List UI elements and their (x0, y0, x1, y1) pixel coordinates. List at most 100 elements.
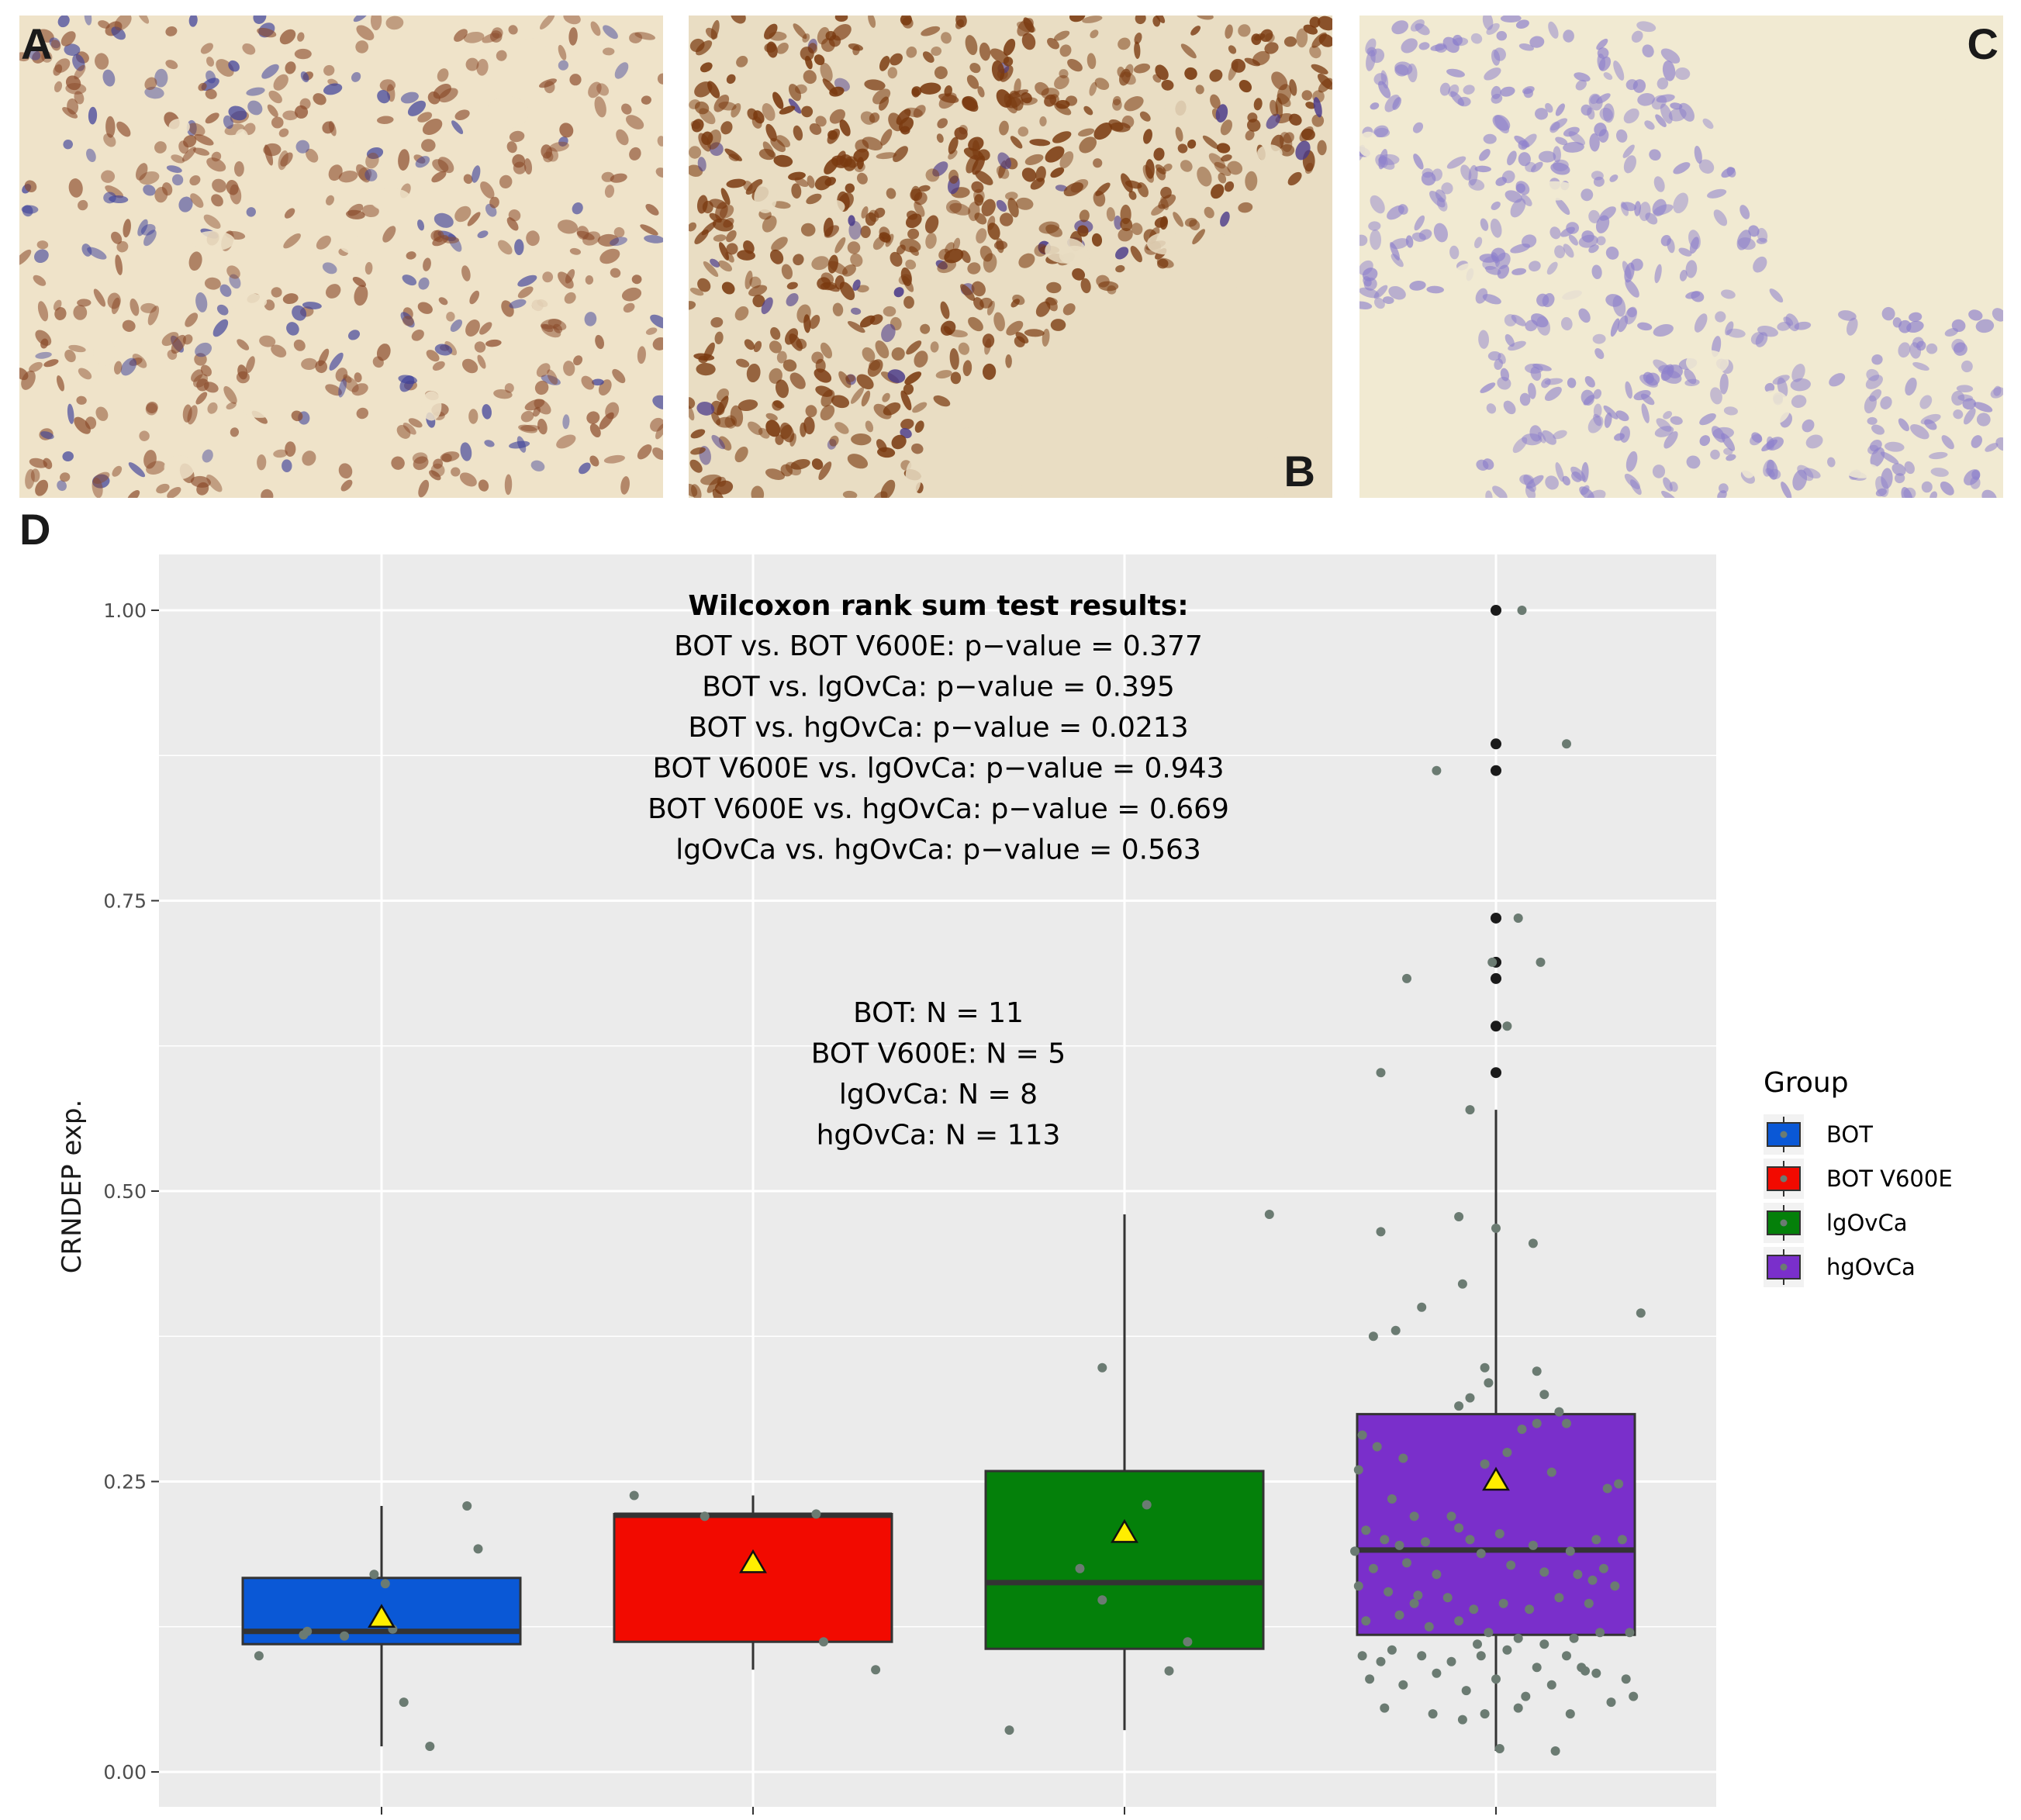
jitter-point (1442, 1593, 1453, 1603)
panel-label-d: D (19, 505, 51, 554)
box-lgovca (984, 1214, 1265, 1731)
panel-label-c: C (1967, 19, 1999, 68)
jitter-point (1562, 1418, 1571, 1428)
jitter-point (1513, 1703, 1523, 1713)
jitter-point (1532, 1418, 1542, 1428)
y-tick-label: 0.75 (103, 890, 147, 913)
jitter-point (1565, 1709, 1575, 1719)
jitter-point (1532, 1366, 1542, 1376)
jitter-point (1465, 1105, 1475, 1115)
legend-swatch (1767, 1166, 1801, 1191)
outlier-point (1491, 738, 1501, 750)
jitter-point (1595, 1628, 1605, 1638)
jitter-point (1517, 606, 1527, 615)
legend-swatch (1767, 1255, 1801, 1280)
box-hgovca (1356, 605, 1636, 1752)
sample-size-line: BOT: N = 11 (853, 997, 1024, 1029)
jitter-point (1004, 1725, 1014, 1735)
legend-point (1780, 1131, 1788, 1138)
panel-label-b: B (1283, 447, 1315, 496)
jitter-point (473, 1544, 483, 1554)
jitter-point (1480, 1459, 1490, 1469)
jitter-point (1562, 739, 1571, 749)
jitter-point (1409, 1598, 1419, 1608)
jitter-point (1480, 1362, 1490, 1373)
jitter-point (1606, 1697, 1616, 1708)
jitter-point (425, 1742, 435, 1751)
y-tick-label: 0.50 (103, 1180, 147, 1203)
jitter-point (1584, 1598, 1594, 1608)
jitter-point (811, 1509, 821, 1519)
jitter-point (1528, 1540, 1538, 1550)
jitter-point (1539, 1639, 1549, 1649)
annotation-block: Wilcoxon rank sum test results: BOT vs. … (648, 590, 1229, 1152)
jitter-point (629, 1490, 639, 1501)
jitter-point (1353, 1581, 1363, 1591)
jitter-point (1357, 1430, 1367, 1440)
jitter-point (1454, 1616, 1464, 1626)
y-axis-ticks: 0.00 0.25 0.50 0.75 1.00 (103, 599, 1497, 1815)
sample-size-line: lgOvCa: N = 8 (839, 1079, 1038, 1110)
jitter-point (254, 1651, 264, 1661)
jitter-point (1424, 1621, 1434, 1632)
legend-swatch (1767, 1210, 1801, 1235)
jitter-point (1391, 1325, 1401, 1335)
legend-swatch (1767, 1122, 1801, 1147)
jitter-point (1513, 1633, 1523, 1643)
jitter-point (1629, 1691, 1639, 1701)
jitter-point (1539, 1567, 1549, 1577)
jitter-point (1380, 1535, 1390, 1545)
jitter-point (700, 1511, 710, 1521)
jitter-point (1465, 1535, 1475, 1545)
jitter-point (1461, 1686, 1471, 1696)
jitter-point (1409, 1511, 1419, 1521)
pvalue-line: BOT V600E vs. lgOvCa: p−value = 0.943 (652, 753, 1224, 785)
tissue-image-b (689, 16, 1332, 498)
jitter-point (1469, 1604, 1479, 1615)
jitter-point (1476, 1549, 1486, 1559)
jitter-point (1484, 1628, 1494, 1638)
jitter-point (1264, 1210, 1274, 1219)
jitter-point (1569, 1633, 1579, 1643)
jitter-point (1554, 1593, 1564, 1603)
jitter-point (1577, 1663, 1587, 1673)
jitter-point (388, 1624, 398, 1634)
outlier-point (1491, 765, 1501, 776)
legend-key-bg (1764, 1203, 1804, 1243)
jitter-point (1446, 1656, 1456, 1666)
jitter-point (1521, 1691, 1531, 1701)
jitter-point (1573, 1570, 1583, 1580)
jitter-point (1454, 1401, 1464, 1411)
jitter-point (1536, 957, 1546, 967)
mean-marker (1111, 1518, 1138, 1543)
jitter-point (1446, 1511, 1456, 1521)
jitter-point (1394, 1610, 1404, 1620)
box-iqr (613, 1512, 893, 1643)
jitter-point (1361, 1525, 1371, 1535)
jitter-point (1183, 1637, 1193, 1647)
panel-c-micrograph: C (1359, 16, 2003, 498)
mean-marker (368, 1604, 396, 1628)
box-iqr (1356, 1413, 1636, 1636)
jitter-point (1350, 1546, 1359, 1556)
outlier-point (1491, 1021, 1501, 1032)
jitter-point (1432, 1668, 1442, 1678)
jitter-point (1591, 1535, 1601, 1545)
jitter-point (1602, 1483, 1612, 1494)
panel-label-a: A (21, 19, 53, 68)
jitter-point (1581, 1666, 1590, 1676)
jitter-point (302, 1626, 313, 1636)
jitter-point (1380, 1703, 1390, 1713)
jitter-point (1525, 1604, 1535, 1615)
jitter-point (1361, 1616, 1371, 1626)
y-tick-label: 0.25 (103, 1471, 147, 1494)
jitter-point (1473, 1639, 1482, 1649)
jitter-point (1097, 1362, 1107, 1373)
jitter-point (1368, 1563, 1378, 1573)
jitter-point (1398, 1453, 1408, 1463)
pvalue-line: BOT vs. BOT V600E: p−value = 0.377 (674, 630, 1203, 662)
jitter-point (1428, 1709, 1438, 1719)
box-iqr (984, 1469, 1265, 1650)
jitter-point (1387, 1645, 1397, 1655)
jitter-point (1532, 1663, 1542, 1673)
